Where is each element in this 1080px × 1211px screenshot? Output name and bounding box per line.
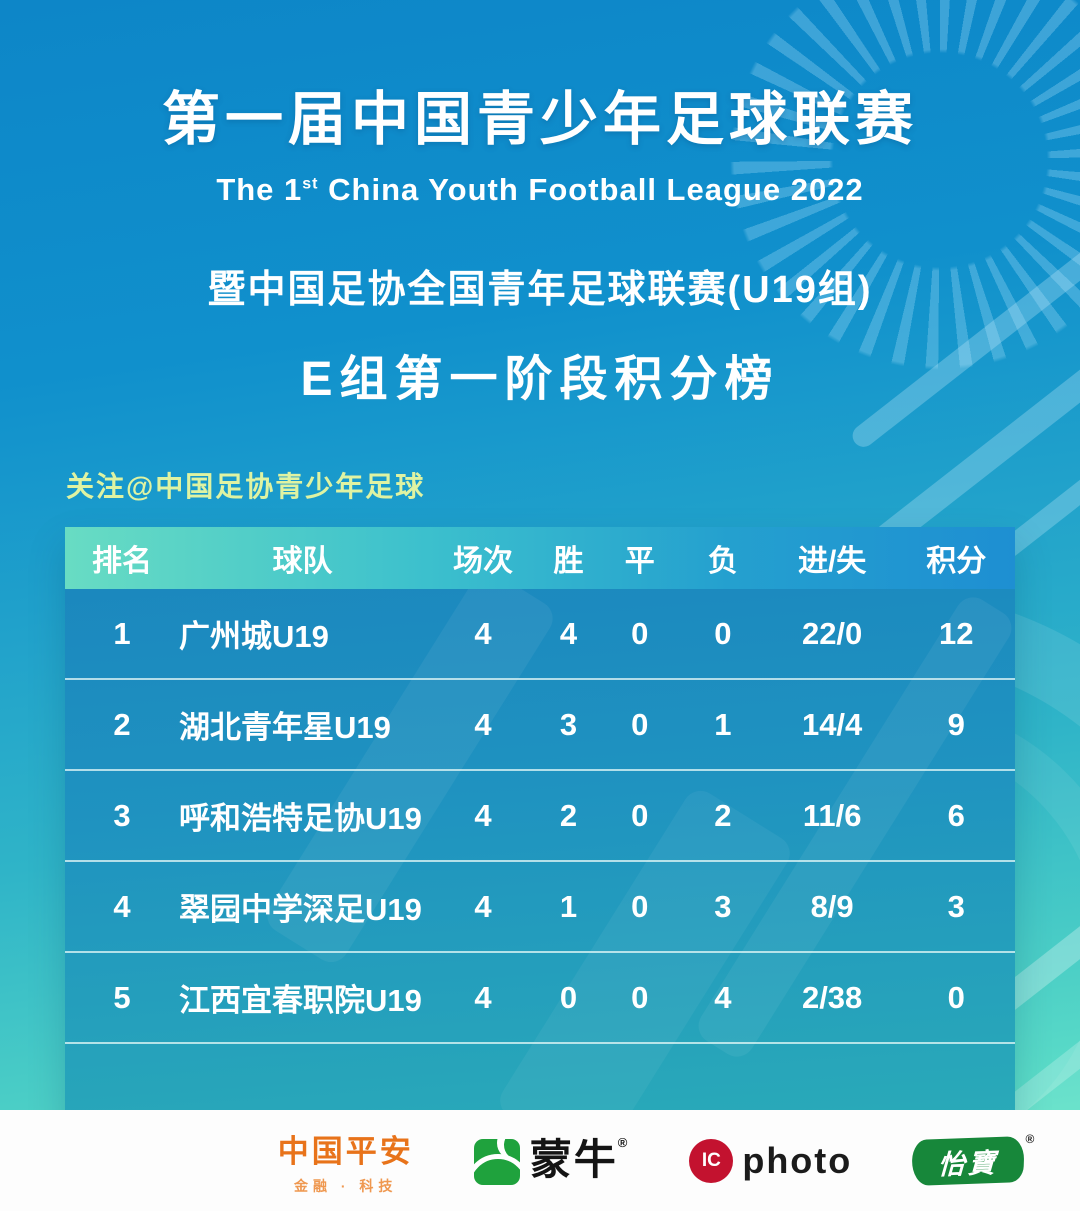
header-played: 场次 bbox=[453, 545, 513, 578]
draw-cell: 0 bbox=[631, 888, 649, 924]
loss-cell: 3 bbox=[714, 888, 732, 924]
loss-cell: 4 bbox=[714, 979, 732, 1015]
mengniu-logo-text: 蒙牛® bbox=[530, 1135, 630, 1185]
follow-account-text: 关注@中国足协青少年足球 bbox=[66, 471, 426, 502]
rank-cell: 2 bbox=[113, 706, 131, 742]
points-cell: 9 bbox=[947, 706, 965, 742]
title-en-pre: The 1 bbox=[216, 172, 303, 207]
goals-cell: 22/0 bbox=[801, 615, 863, 651]
loss-cell: 0 bbox=[714, 615, 732, 651]
mengniu-logo: 蒙牛® bbox=[473, 1135, 630, 1186]
played-cell: 4 bbox=[474, 888, 492, 924]
header-team: 球队 bbox=[272, 545, 333, 578]
icphoto-circle-icon: IC bbox=[689, 1138, 734, 1183]
pingan-logo-text: 中国平安 bbox=[277, 1133, 414, 1169]
points-cell: 3 bbox=[947, 888, 965, 924]
header-loss: 负 bbox=[707, 545, 738, 578]
pingan-logo: 中国平安 金融 · 科技 bbox=[278, 1126, 414, 1196]
table-header-row: 排名 球队 场次 胜 平 负 进/失 积分 bbox=[65, 527, 1015, 589]
loss-cell: 1 bbox=[714, 706, 732, 742]
points-cell: 0 bbox=[947, 979, 965, 1015]
table-row: 3 呼和浩特足协U19 4 2 0 2 11/6 6 bbox=[65, 771, 1015, 862]
table-row: 4 翠园中学深足U19 4 1 0 3 8/9 3 bbox=[65, 862, 1015, 953]
page-title: 第一届中国青少年足球联赛 bbox=[161, 87, 918, 152]
header-draw: 平 bbox=[624, 545, 655, 578]
standings-table: 排名 球队 场次 胜 平 负 进/失 积分 1 广州城U19 4 4 0 0 2… bbox=[65, 527, 1015, 1132]
goals-cell: 2/38 bbox=[801, 979, 863, 1015]
mengniu-crescent-icon bbox=[473, 1139, 520, 1186]
win-cell: 4 bbox=[559, 615, 578, 651]
mengniu-registered-mark: ® bbox=[617, 1135, 630, 1151]
section-title: E组第一阶段积分榜 bbox=[300, 353, 780, 406]
header-win: 胜 bbox=[553, 545, 584, 578]
team-cell: 翠园中学深足U19 bbox=[179, 892, 422, 927]
table-row: 2 湖北青年星U19 4 3 0 1 14/4 9 bbox=[65, 680, 1015, 771]
draw-cell: 0 bbox=[631, 797, 649, 833]
table-row: 1 广州城U19 4 4 0 0 22/0 12 bbox=[65, 589, 1015, 680]
header-points: 积分 bbox=[926, 545, 987, 578]
played-cell: 4 bbox=[474, 979, 492, 1015]
team-cell: 江西宜春职院U19 bbox=[179, 983, 422, 1018]
win-cell: 0 bbox=[559, 979, 578, 1015]
table-row: 5 江西宜春职院U19 4 0 0 4 2/38 0 bbox=[65, 953, 1015, 1044]
cestbon-name: 怡寶 bbox=[937, 1146, 999, 1180]
team-cell: 广州城U19 bbox=[179, 619, 329, 654]
loss-cell: 2 bbox=[714, 797, 732, 833]
mengniu-name: 蒙牛 bbox=[529, 1136, 618, 1184]
sponsor-footer: 中国平安 金融 · 科技 蒙牛® IC photo 怡寶 ® bbox=[0, 1110, 1080, 1211]
draw-cell: 0 bbox=[631, 979, 649, 1015]
win-cell: 2 bbox=[559, 797, 578, 833]
header-rank: 排名 bbox=[92, 545, 152, 578]
rank-cell: 5 bbox=[113, 979, 131, 1015]
draw-cell: 0 bbox=[631, 615, 649, 651]
header-goals: 进/失 bbox=[797, 545, 867, 578]
icphoto-logo-text: photo bbox=[742, 1139, 853, 1181]
pingan-tagline: 金融 · 科技 bbox=[293, 1177, 398, 1194]
rank-cell: 4 bbox=[113, 888, 131, 924]
mengniu-crescent-inner bbox=[503, 1139, 520, 1161]
points-cell: 12 bbox=[939, 615, 974, 651]
sponsor-logos-group: 中国平安 金融 · 科技 蒙牛® IC photo 怡寶 ® bbox=[278, 1126, 1035, 1196]
win-cell: 3 bbox=[559, 706, 578, 742]
goals-cell: 8/9 bbox=[810, 888, 854, 924]
subtitle: 暨中国足协全国青年足球联赛(U19组) bbox=[207, 269, 873, 311]
title-en-post: China Youth Football League 2022 bbox=[318, 172, 864, 207]
cestbon-registered-mark: ® bbox=[1025, 1131, 1035, 1146]
rank-cell: 3 bbox=[113, 797, 131, 833]
title-en-superscript: st bbox=[302, 175, 319, 193]
points-cell: 6 bbox=[947, 797, 965, 833]
cestbon-flag-icon: 怡寶 bbox=[911, 1135, 1026, 1186]
draw-cell: 0 bbox=[631, 706, 649, 742]
played-cell: 4 bbox=[474, 706, 492, 742]
goals-cell: 14/4 bbox=[801, 706, 863, 742]
icphoto-logo: IC photo bbox=[689, 1138, 853, 1183]
played-cell: 4 bbox=[474, 615, 492, 651]
team-cell: 湖北青年星U19 bbox=[179, 710, 391, 745]
played-cell: 4 bbox=[474, 797, 492, 833]
cestbon-logo: 怡寶 ® bbox=[911, 1132, 1034, 1186]
page-title-english: The 1st China Youth Football League 2022 bbox=[0, 172, 1080, 208]
rank-cell: 1 bbox=[113, 615, 131, 651]
team-cell: 呼和浩特足协U19 bbox=[179, 801, 422, 836]
goals-cell: 11/6 bbox=[802, 797, 862, 833]
win-cell: 1 bbox=[559, 888, 578, 924]
